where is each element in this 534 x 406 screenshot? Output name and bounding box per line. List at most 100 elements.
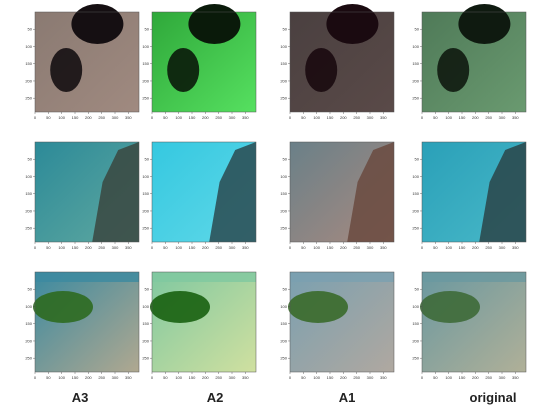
y-tick-label: 250: [280, 226, 287, 231]
y-tick-label: 100: [412, 304, 419, 309]
x-tick-label: 200: [340, 375, 347, 380]
x-tick-label: 50: [301, 245, 306, 250]
x-tick-label: 150: [459, 245, 466, 250]
x-tick-label: 300: [229, 115, 236, 120]
x-tick-label: 250: [215, 115, 222, 120]
y-tick-label: 250: [280, 96, 287, 101]
x-tick-label: 0: [421, 245, 424, 250]
y-tick-label: 200: [142, 208, 149, 213]
y-tick-label: 250: [412, 226, 419, 231]
y-tick-label: 100: [280, 304, 287, 309]
water: [422, 272, 526, 282]
y-tick-label: 200: [412, 78, 419, 83]
column-label: A3: [72, 390, 89, 405]
x-tick-label: 100: [175, 375, 182, 380]
urchin: [50, 48, 82, 92]
figure: 0 50 100 150 200 250 300 350 50 100 150 200 250 0 50 10…: [0, 0, 534, 406]
y-tick-label: 50: [28, 157, 33, 162]
x-tick-label: 300: [499, 375, 506, 380]
x-tick-label: 250: [353, 245, 360, 250]
x-tick-label: 100: [58, 115, 65, 120]
x-tick-label: 100: [175, 115, 182, 120]
y-tick-label: 150: [142, 321, 149, 326]
x-tick-label: 250: [98, 245, 105, 250]
y-tick-label: 50: [283, 287, 288, 292]
x-tick-label: 200: [85, 245, 92, 250]
y-tick-label: 150: [142, 61, 149, 66]
x-tick-label: 350: [380, 375, 387, 380]
y-tick-label: 200: [142, 78, 149, 83]
x-tick-label: 0: [151, 115, 154, 120]
y-tick-label: 150: [412, 321, 419, 326]
image-panel: 05010015020025030035050100150200250: [280, 142, 394, 250]
y-tick-label: 250: [142, 96, 149, 101]
x-tick-label: 0: [34, 115, 37, 120]
y-tick-label: 150: [142, 191, 149, 196]
x-tick-label: 50: [46, 115, 51, 120]
y-tick-label: 200: [25, 338, 32, 343]
x-tick-label: 350: [242, 375, 249, 380]
x-tick-label: 200: [340, 115, 347, 120]
x-tick-label: 300: [367, 115, 374, 120]
y-tick-label: 100: [280, 174, 287, 179]
x-tick-label: 200: [472, 245, 479, 250]
y-tick-label: 150: [280, 321, 287, 326]
algae: [150, 291, 210, 323]
x-tick-label: 50: [163, 115, 168, 120]
x-tick-label: 250: [353, 375, 360, 380]
x-tick-label: 150: [459, 115, 466, 120]
x-tick-label: 0: [289, 115, 292, 120]
y-tick-label: 250: [25, 356, 32, 361]
x-tick-label: 300: [229, 375, 236, 380]
image: [422, 272, 526, 372]
x-tick-label: 50: [46, 245, 51, 250]
x-tick-label: 300: [112, 115, 119, 120]
y-tick-label: 100: [25, 174, 32, 179]
x-tick-label: 50: [433, 375, 438, 380]
urchin: [458, 4, 510, 44]
y-tick-label: 150: [280, 61, 287, 66]
x-tick-label: 300: [367, 375, 374, 380]
x-tick-label: 150: [72, 245, 79, 250]
column-label: A1: [339, 390, 356, 405]
x-tick-label: 150: [72, 115, 79, 120]
x-tick-label: 300: [367, 245, 374, 250]
x-tick-label: 150: [327, 245, 334, 250]
image: [35, 272, 139, 372]
urchin: [326, 4, 378, 44]
x-tick-label: 0: [421, 115, 424, 120]
x-tick-label: 350: [242, 115, 249, 120]
x-tick-label: 50: [301, 375, 306, 380]
x-tick-label: 200: [340, 245, 347, 250]
x-tick-label: 50: [46, 375, 51, 380]
y-tick-label: 50: [145, 287, 150, 292]
y-tick-label: 50: [28, 287, 33, 292]
y-tick-label: 100: [280, 44, 287, 49]
x-tick-label: 350: [380, 115, 387, 120]
x-tick-label: 100: [445, 245, 452, 250]
y-tick-label: 250: [412, 356, 419, 361]
x-tick-label: 0: [289, 375, 292, 380]
x-tick-label: 150: [72, 375, 79, 380]
y-tick-label: 200: [280, 338, 287, 343]
x-tick-label: 0: [289, 245, 292, 250]
x-tick-label: 100: [313, 245, 320, 250]
x-tick-label: 200: [85, 115, 92, 120]
y-tick-label: 250: [25, 226, 32, 231]
x-tick-label: 50: [433, 245, 438, 250]
urchin: [305, 48, 337, 92]
x-tick-label: 200: [85, 375, 92, 380]
x-tick-label: 250: [353, 115, 360, 120]
x-tick-label: 250: [98, 115, 105, 120]
x-tick-label: 0: [34, 245, 37, 250]
x-tick-label: 150: [327, 375, 334, 380]
x-tick-label: 250: [215, 375, 222, 380]
y-tick-label: 50: [28, 27, 33, 32]
x-tick-label: 350: [242, 245, 249, 250]
x-tick-label: 300: [229, 245, 236, 250]
urchin: [437, 48, 469, 92]
image-panel: 05010015020025030035050100150200250: [142, 4, 256, 120]
